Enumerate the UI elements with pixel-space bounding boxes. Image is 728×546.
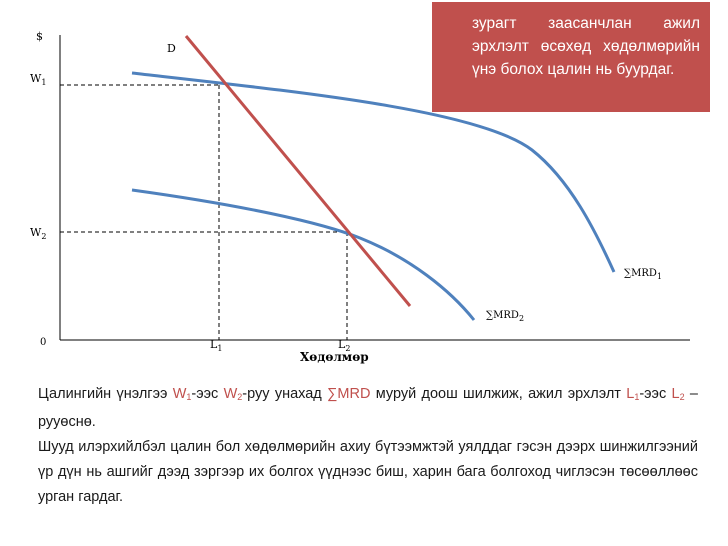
mrd-ref: ∑MRD: [327, 386, 371, 402]
w2-label: W2: [30, 226, 46, 241]
text-run: -ээс: [639, 386, 672, 402]
text-run: -ээс: [191, 386, 224, 402]
l1-ref: L1: [626, 386, 640, 402]
w1-ref: W1: [172, 386, 192, 402]
l2-label: L2: [338, 338, 350, 353]
text-run: муруй доош шилжиж, ажил эрхлэлт: [370, 386, 627, 402]
x-axis-label: Хөдөлмөр: [300, 350, 369, 364]
d-line: [184, 35, 412, 307]
callout-text: зурагт заасанчлан ажил эрхлэлт өсөхөд хө…: [472, 15, 700, 78]
callout-box: зурагт заасанчлан ажил эрхлэлт өсөхөд хө…: [432, 2, 710, 112]
text-run: –рууөснө.: [38, 386, 698, 430]
d-line-label: D: [167, 42, 176, 55]
mrd2-curve: [131, 188, 476, 321]
l2-ref: L2: [671, 386, 685, 402]
mrd1-label: ∑MRD1: [624, 268, 662, 281]
w1-label: W1: [30, 72, 46, 87]
y-axis-label: $: [36, 30, 43, 43]
origin-label: 0: [40, 337, 46, 348]
mrd2-label: ∑MRD2: [486, 310, 524, 323]
paragraph-wage-shift: Цалингийн үнэлгээ W1-ээс W2-руу унахад ∑…: [38, 382, 698, 435]
text-run: -руу унахад: [242, 386, 328, 402]
text-run: Цалингийн үнэлгээ: [38, 386, 173, 402]
wage-employment-diagram: $ 0 Хөдөлмөр W1 W2 L1 L2 D ∑MRD1: [30, 30, 690, 364]
explanation-text: Цалингийн үнэлгээ W1-ээс W2-руу унахад ∑…: [38, 382, 698, 510]
l1-label: L1: [210, 338, 222, 353]
mrd1-curve: [131, 71, 616, 273]
w2-ref: W2: [223, 386, 243, 402]
paragraph-interpretation: Шууд илэрхийлбэл цалин бол хөдөлмөрийн а…: [38, 439, 698, 505]
